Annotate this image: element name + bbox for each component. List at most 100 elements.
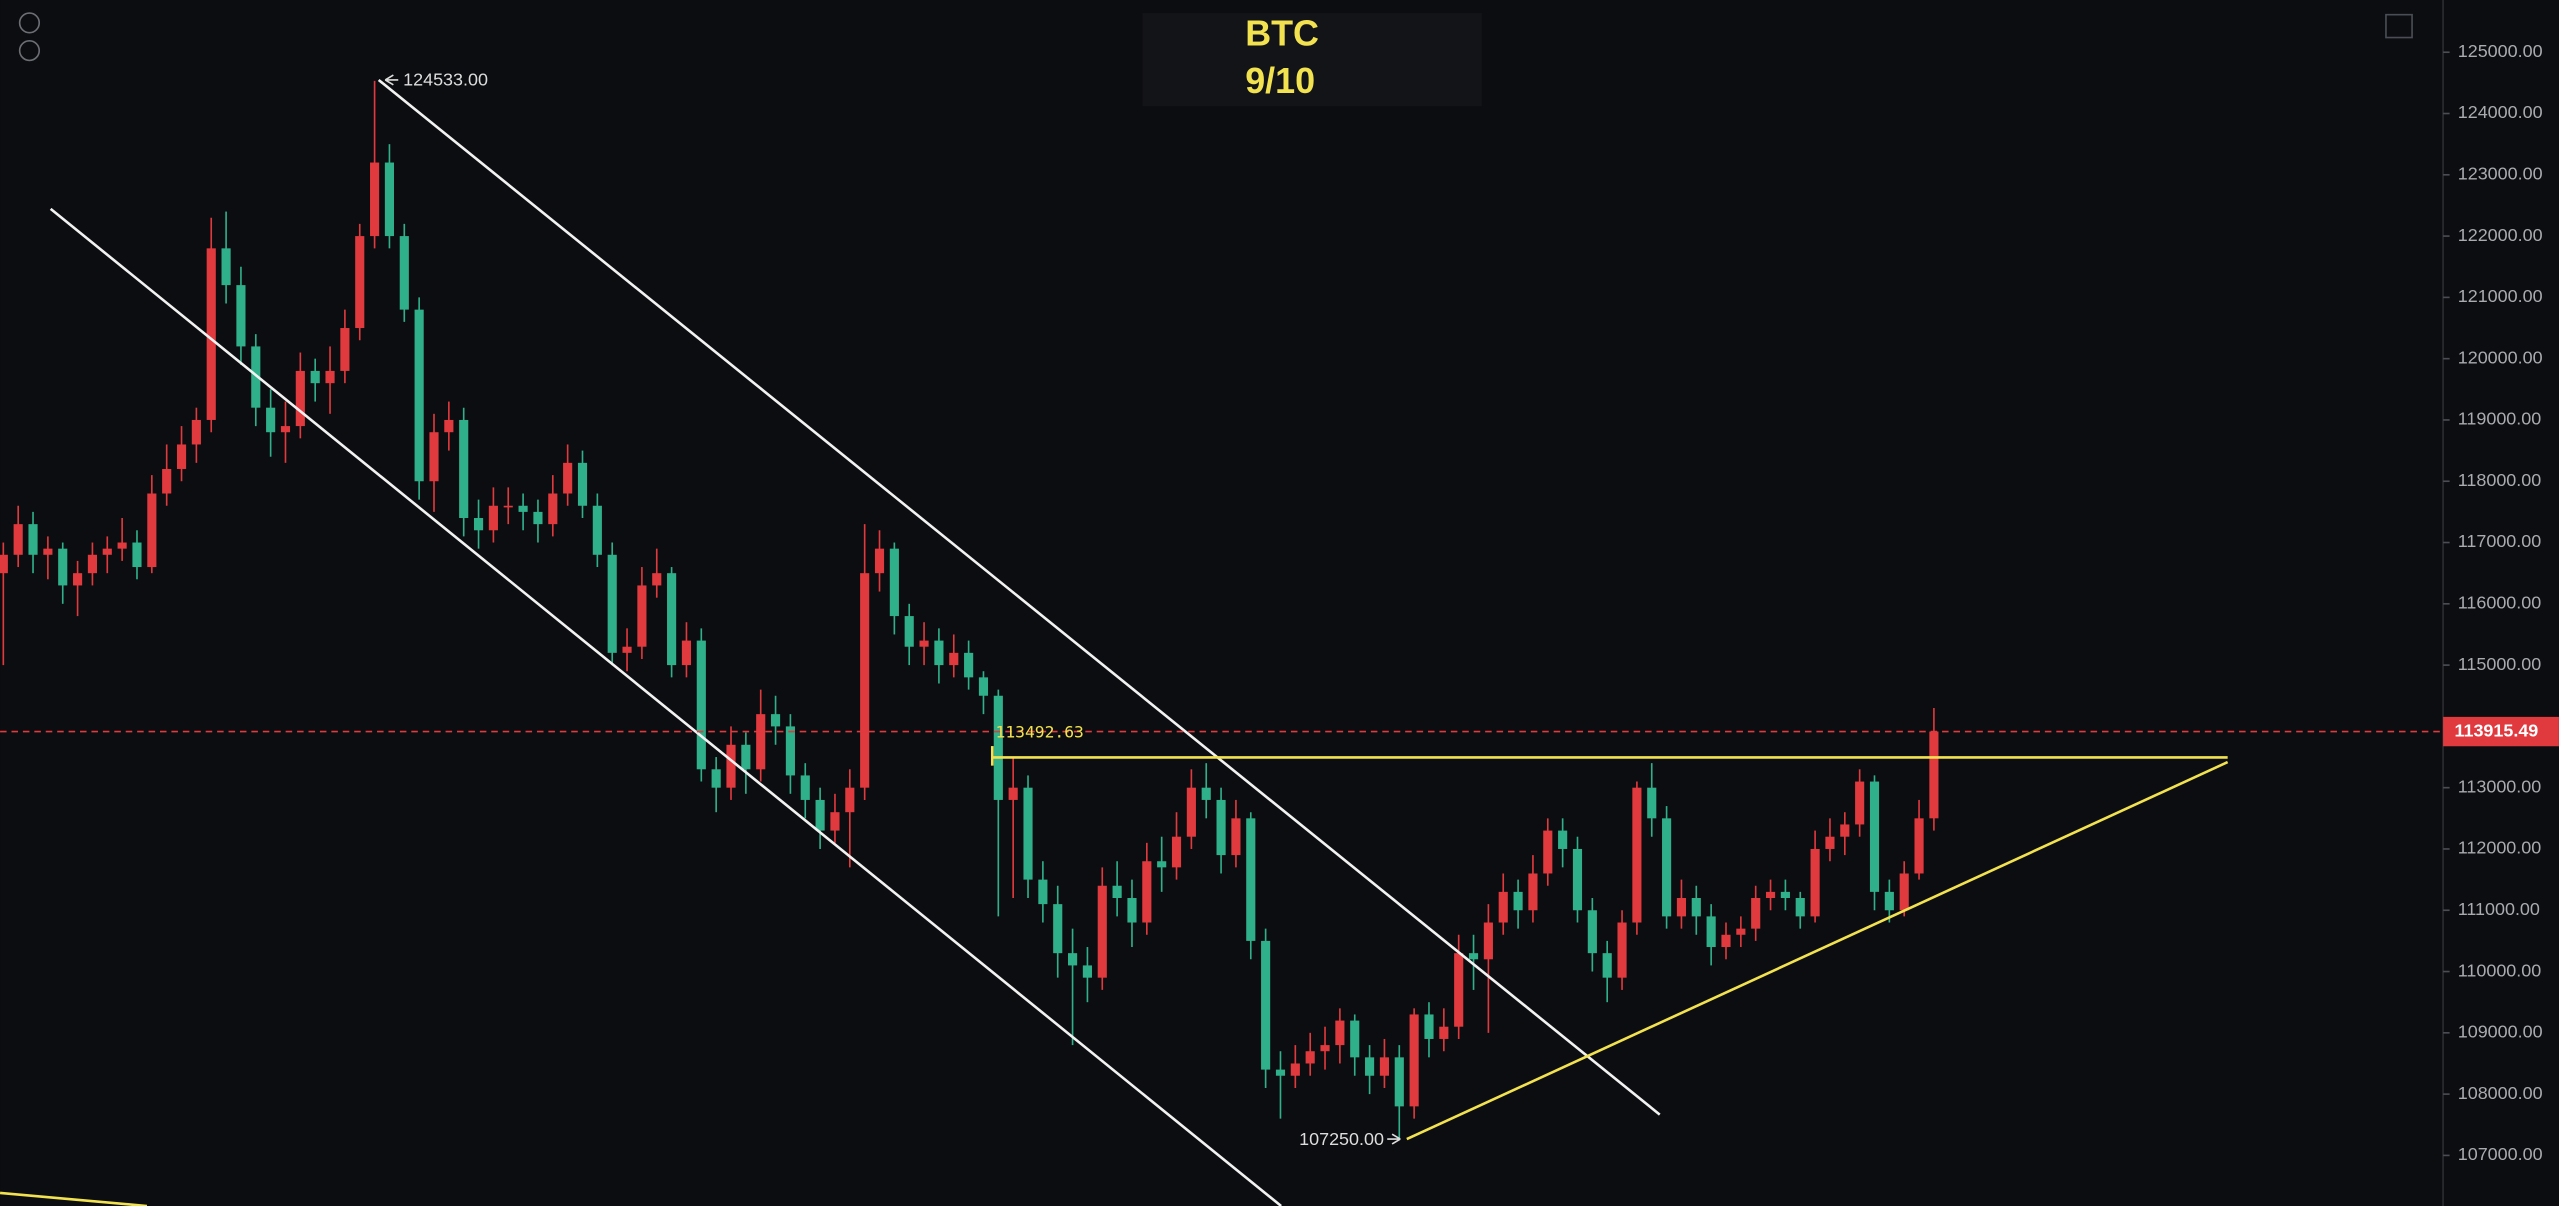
candle-body <box>1454 953 1464 1027</box>
candle-body <box>1498 891 1508 923</box>
candle-body <box>28 524 38 555</box>
candle-body <box>1765 891 1776 898</box>
candle-body <box>696 640 706 770</box>
candle-body <box>1365 1057 1375 1076</box>
y-tick-label: 112000.00 <box>2458 838 2541 858</box>
candle-body <box>1899 873 1909 911</box>
high-label: 124533.00 <box>403 70 488 90</box>
low-label: 107250.00 <box>1299 1129 1384 1149</box>
candle-body <box>563 462 573 494</box>
y-tick-label: 113000.00 <box>2458 776 2541 796</box>
candle-body <box>1335 1020 1345 1046</box>
candle-body <box>503 505 513 508</box>
candle-body <box>667 573 677 666</box>
candle-body <box>1216 799 1226 856</box>
candle-body <box>1528 873 1538 911</box>
resistance-label: 113492.63 <box>996 723 1084 742</box>
candle-body <box>518 505 528 512</box>
candle-body <box>236 285 246 347</box>
candle-body <box>295 370 305 427</box>
candle-body <box>1914 818 1924 874</box>
candle-body <box>355 236 365 329</box>
support-trendline <box>1406 760 2229 1141</box>
candle-body <box>1825 836 1835 849</box>
candle-body <box>1082 965 1092 978</box>
nav-icon[interactable] <box>18 12 41 34</box>
layout-icon[interactable] <box>2385 13 2413 39</box>
candle-body <box>622 646 632 653</box>
candle-body <box>384 162 395 237</box>
y-tick-label: 110000.00 <box>2458 960 2541 980</box>
candle-body <box>1810 848 1820 917</box>
y-tick-label: 115000.00 <box>2458 654 2541 674</box>
title-box <box>1142 13 1482 107</box>
candle-body <box>1231 818 1241 856</box>
candle-body <box>43 548 53 555</box>
candle-body <box>1483 922 1493 960</box>
last-price-label: 113915.49 <box>2454 720 2538 740</box>
candle-body <box>1751 897 1761 929</box>
candle-body <box>444 419 454 433</box>
y-tick-label: 124000.00 <box>2458 102 2543 122</box>
candle-body <box>414 309 424 482</box>
last-price-tag <box>2443 716 2559 747</box>
candle-body <box>592 505 602 555</box>
y-tick-label: 118000.00 <box>2458 470 2541 490</box>
y-tick-label: 122000.00 <box>2458 225 2543 245</box>
candle-body <box>919 640 929 647</box>
channel-upper-line <box>377 78 1661 1116</box>
candle-body <box>1157 861 1167 868</box>
candle-body <box>1246 818 1256 941</box>
candle-body <box>1736 928 1746 935</box>
candle-body <box>429 432 439 482</box>
candle-body <box>310 370 320 384</box>
candle-body <box>1275 1069 1286 1076</box>
candle-body <box>1186 787 1196 837</box>
y-tick-label: 119000.00 <box>2458 409 2541 429</box>
candle-body <box>1201 787 1211 800</box>
candle-body <box>473 518 484 531</box>
candle-body <box>1662 818 1672 917</box>
candle-body <box>964 652 974 678</box>
y-tick-label: 116000.00 <box>2458 593 2541 613</box>
candle-body <box>1068 953 1078 966</box>
nav-icon[interactable] <box>18 39 41 62</box>
candle-body <box>191 419 201 445</box>
y-tick-label: 107000.00 <box>2458 1144 2543 1164</box>
candle-body <box>1721 934 1731 948</box>
y-tick-label: 117000.00 <box>2458 531 2541 551</box>
candle-body <box>889 548 899 617</box>
chart-subtitle: 9/10 <box>1245 61 1315 101</box>
candle-body <box>117 542 127 549</box>
candle-body <box>904 616 914 647</box>
candle-body <box>756 714 766 770</box>
candle-body <box>1632 787 1642 923</box>
channel-lower-line <box>49 207 1282 1206</box>
candle-body <box>607 554 617 653</box>
candle-body <box>1320 1045 1330 1052</box>
candle-body <box>741 744 751 770</box>
candle-body <box>1543 830 1553 874</box>
candle-body <box>1706 916 1716 948</box>
high-arrow <box>384 74 399 86</box>
candle-body <box>1261 940 1271 1070</box>
candle-body <box>949 652 959 666</box>
candle-body <box>370 162 380 237</box>
candle-body <box>1171 836 1182 868</box>
candle-body <box>221 248 231 286</box>
candle-body <box>1112 885 1122 898</box>
candle-body <box>1350 1020 1360 1058</box>
candle-body <box>1142 861 1152 923</box>
candle-body <box>1780 891 1790 898</box>
y-tick-label: 109000.00 <box>2458 1022 2543 1042</box>
y-tick-label: 120000.00 <box>2458 347 2543 367</box>
candle-body <box>1439 1026 1449 1039</box>
candle-body <box>132 542 142 568</box>
candle-body <box>1023 787 1033 880</box>
candle-body <box>13 524 23 555</box>
candle-body <box>934 640 944 666</box>
candle-body <box>1053 904 1063 954</box>
candle-body <box>1676 897 1687 917</box>
